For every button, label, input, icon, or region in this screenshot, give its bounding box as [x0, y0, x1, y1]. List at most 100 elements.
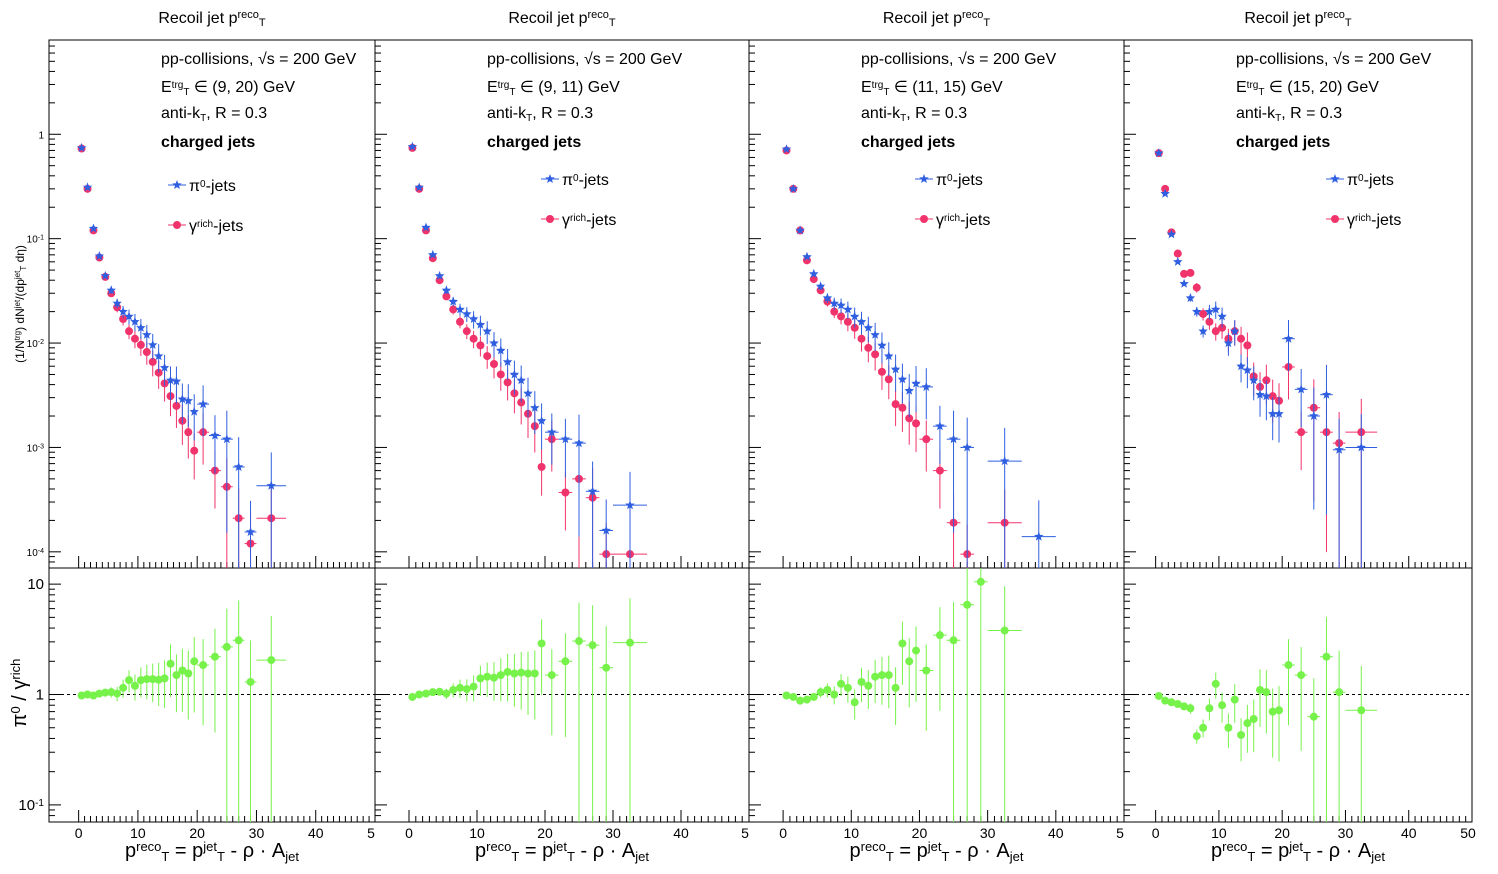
circle-marker: [1161, 696, 1170, 705]
circle-marker: [83, 690, 92, 699]
star-marker: [516, 375, 526, 385]
circle-marker: [891, 683, 900, 692]
data-point: [220, 410, 233, 533]
circle-marker: [184, 428, 193, 437]
circle-marker: [119, 314, 128, 323]
data-point: [462, 324, 471, 340]
data-point: [148, 663, 157, 703]
data-point: [558, 472, 573, 531]
data-point: [441, 285, 452, 295]
circle-marker: [1224, 723, 1233, 732]
star-marker: [509, 369, 520, 379]
series-gamma: [408, 143, 647, 568]
data-point: [1249, 699, 1258, 753]
circle-marker: [864, 681, 873, 690]
circle-marker: [190, 657, 199, 666]
data-point: [159, 354, 170, 386]
x-tick-label: 0: [405, 825, 413, 841]
star-marker: [165, 375, 176, 385]
data-point: [911, 366, 921, 413]
circle-marker: [905, 414, 914, 423]
star-marker: [890, 364, 901, 374]
star-marker: [999, 456, 1010, 466]
data-point: [434, 270, 445, 280]
star-marker: [843, 304, 853, 314]
data-point: [1223, 333, 1234, 356]
circle-marker: [1199, 723, 1208, 732]
data-point: [1154, 691, 1163, 700]
data-point: [1268, 688, 1277, 758]
data-point: [530, 391, 540, 435]
star-marker: [1321, 389, 1332, 399]
star-marker-icon: [1330, 174, 1340, 183]
series-ratio: [1154, 616, 1378, 822]
star-marker: [897, 374, 908, 384]
y-tick-label-top: 10-2: [27, 339, 44, 350]
data-point: [77, 691, 86, 700]
data-point: [863, 316, 874, 343]
circle-marker-icon: [920, 215, 928, 223]
circle-marker: [1262, 376, 1271, 385]
series-gamma: [77, 144, 287, 568]
circle-marker: [496, 671, 505, 680]
star-marker: [1211, 304, 1221, 314]
circle-marker: [802, 695, 811, 704]
data-point: [490, 662, 498, 701]
data-point: [154, 662, 163, 707]
circle-marker: [1000, 626, 1009, 635]
circle-marker: [178, 666, 187, 675]
data-point: [442, 688, 451, 700]
circle-marker: [408, 692, 417, 701]
legend-entry-gamma: γrich-jets: [1326, 212, 1401, 229]
data-point: [456, 679, 464, 698]
series-pi0: [407, 141, 647, 568]
data-point: [476, 336, 485, 357]
star-marker: [523, 388, 533, 398]
x-axis-title: precoT = pjetT - ρ · Ajet: [1211, 839, 1385, 864]
circle-marker: [891, 400, 900, 409]
star-marker: [547, 427, 557, 437]
data-point: [101, 688, 110, 697]
circle-marker-icon: [173, 221, 181, 229]
star-marker: [781, 144, 792, 154]
star-marker: [1230, 326, 1240, 336]
circle-marker: [922, 435, 931, 444]
star-marker: [407, 141, 418, 151]
data-point: [1256, 669, 1265, 728]
data-point: [1204, 304, 1215, 320]
star-marker: [82, 182, 93, 192]
circle-marker: [462, 685, 471, 694]
circle-marker: [130, 681, 139, 690]
x-tick-label: 30: [249, 825, 265, 841]
data-point: [823, 683, 832, 698]
data-point: [946, 410, 961, 533]
data-point: [1218, 318, 1227, 339]
data-point: [82, 182, 93, 192]
legend-label: π0-jets: [189, 178, 236, 195]
star-marker: [130, 316, 140, 326]
data-point: [572, 602, 586, 822]
x-axis-title: precoT = pjetT - ρ · Ajet: [475, 839, 649, 864]
data-point: [877, 656, 886, 705]
star-marker: [421, 222, 431, 232]
data-point: [613, 598, 647, 822]
circle-marker: [949, 636, 958, 645]
data-point: [836, 298, 846, 314]
data-point: [809, 268, 819, 278]
data-point: [782, 691, 791, 700]
y-axis-title-top: (1/Ntrg) dNjet/(dpjetT dη): [13, 245, 28, 363]
data-point: [849, 307, 860, 328]
star-marker: [434, 270, 445, 280]
circle-marker: [1154, 691, 1163, 700]
circle-marker: [837, 679, 846, 688]
star-marker-icon: [172, 180, 182, 189]
circle-marker: [1357, 706, 1366, 715]
star-marker: [1274, 408, 1284, 418]
circle-marker: [963, 600, 972, 609]
circle-marker: [154, 368, 163, 377]
data-point: [1230, 684, 1239, 723]
x-tick-label: 10: [843, 825, 859, 841]
circle-marker: [442, 292, 451, 301]
circle-marker: [1297, 428, 1306, 437]
data-point: [475, 315, 486, 336]
